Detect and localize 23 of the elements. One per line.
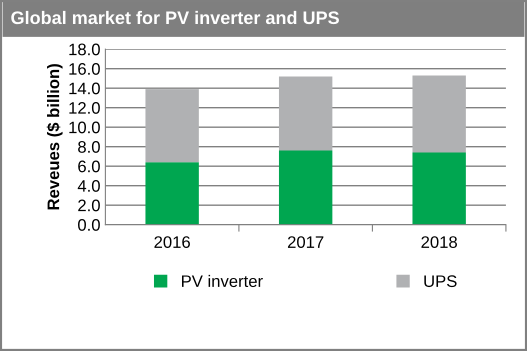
y-tick-label: 18.0 (69, 44, 100, 56)
x-tick-label: 2016 (154, 236, 190, 248)
chart-title: Global market for PV inverter and UPS (11, 10, 339, 24)
y-tick-label: 16.0 (69, 63, 100, 75)
y-tick-label: 12.0 (69, 102, 100, 114)
bar (145, 89, 199, 162)
bar (412, 75, 466, 152)
y-tick-label: 8.0 (78, 141, 100, 153)
y-tick-label: 6.0 (78, 160, 100, 172)
x-tick-label: 2018 (421, 236, 457, 248)
y-tick-label: 0.0 (78, 219, 100, 231)
y-tick-label: 10.0 (69, 122, 100, 134)
bar (412, 152, 466, 225)
y-axis-title: Reveues ($ billion) (46, 64, 63, 210)
y-tick-label: 4.0 (78, 180, 100, 192)
y-tick-label: 2.0 (78, 200, 100, 212)
legend-label: UPS (424, 275, 457, 288)
x-tick-label: 2017 (288, 236, 324, 248)
y-tick-label: 14.0 (69, 82, 100, 94)
bar (145, 162, 199, 225)
bar (278, 76, 332, 151)
bar (278, 150, 332, 225)
legend-label: PV inverter (182, 274, 263, 288)
